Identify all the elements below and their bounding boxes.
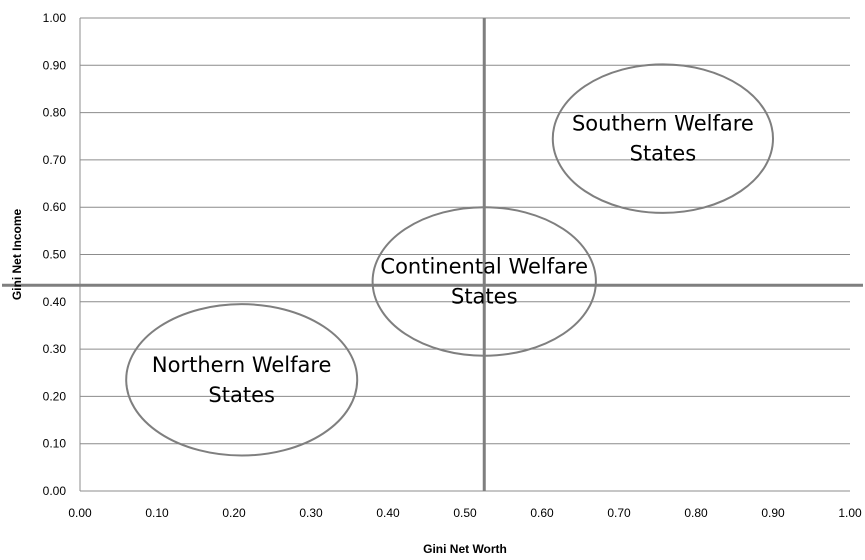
x-axis-ticks: 0.00 0.10 0.20 0.30 0.40 0.50 0.60 0.70 0.80 0.90…	[68, 506, 862, 520]
x-axis-title: Gini Net Worth	[423, 542, 507, 556]
reference-lines	[2, 18, 863, 491]
region-ellipse	[551, 63, 775, 214]
x-tick-label: 0.10	[145, 506, 169, 520]
x-tick-label: 0.20	[222, 506, 246, 520]
y-tick-label: 0.50	[43, 248, 67, 262]
y-tick-label: 0.60	[43, 200, 67, 214]
x-tick-label: 0.70	[607, 506, 631, 520]
region-label: Continental Welfare	[380, 254, 588, 278]
x-tick-label: 0.80	[684, 506, 708, 520]
regions: Northern Welfare States Continental Welfar…	[125, 63, 775, 457]
x-tick-label: 0.40	[376, 506, 400, 520]
region-label: States	[451, 284, 518, 308]
x-tick-label: 0.90	[761, 506, 785, 520]
region-label: Southern Welfare	[572, 112, 754, 136]
y-tick-label: 0.40	[43, 295, 67, 309]
y-tick-label: 1.00	[43, 11, 67, 25]
y-tick-label: 0.70	[43, 153, 67, 167]
y-tick-label: 0.80	[43, 106, 67, 120]
x-tick-label: 0.50	[453, 506, 477, 520]
region-label: States	[630, 142, 697, 166]
gridlines	[79, 17, 850, 492]
region-label: Northern Welfare	[152, 353, 332, 377]
x-tick-label: 0.00	[68, 506, 92, 520]
x-tick-label: 0.30	[299, 506, 323, 520]
y-tick-label: 0.90	[43, 58, 67, 72]
region-label: States	[208, 383, 275, 407]
y-tick-label: 0.30	[43, 342, 67, 356]
region-ellipse	[125, 303, 359, 457]
y-tick-label: 0.20	[43, 389, 67, 403]
x-tick-label: 0.60	[530, 506, 554, 520]
y-tick-label: 0.10	[43, 437, 67, 451]
y-tick-label: 0.00	[43, 484, 67, 498]
y-axis-ticks: 0.00 0.10 0.20 0.30 0.40 0.50 0.60 0.70 0.80 0.90…	[43, 11, 67, 498]
x-tick-label: 1.00	[838, 506, 862, 520]
y-axis-title: Gini Net Income	[10, 209, 24, 301]
region-ellipse	[371, 206, 597, 357]
